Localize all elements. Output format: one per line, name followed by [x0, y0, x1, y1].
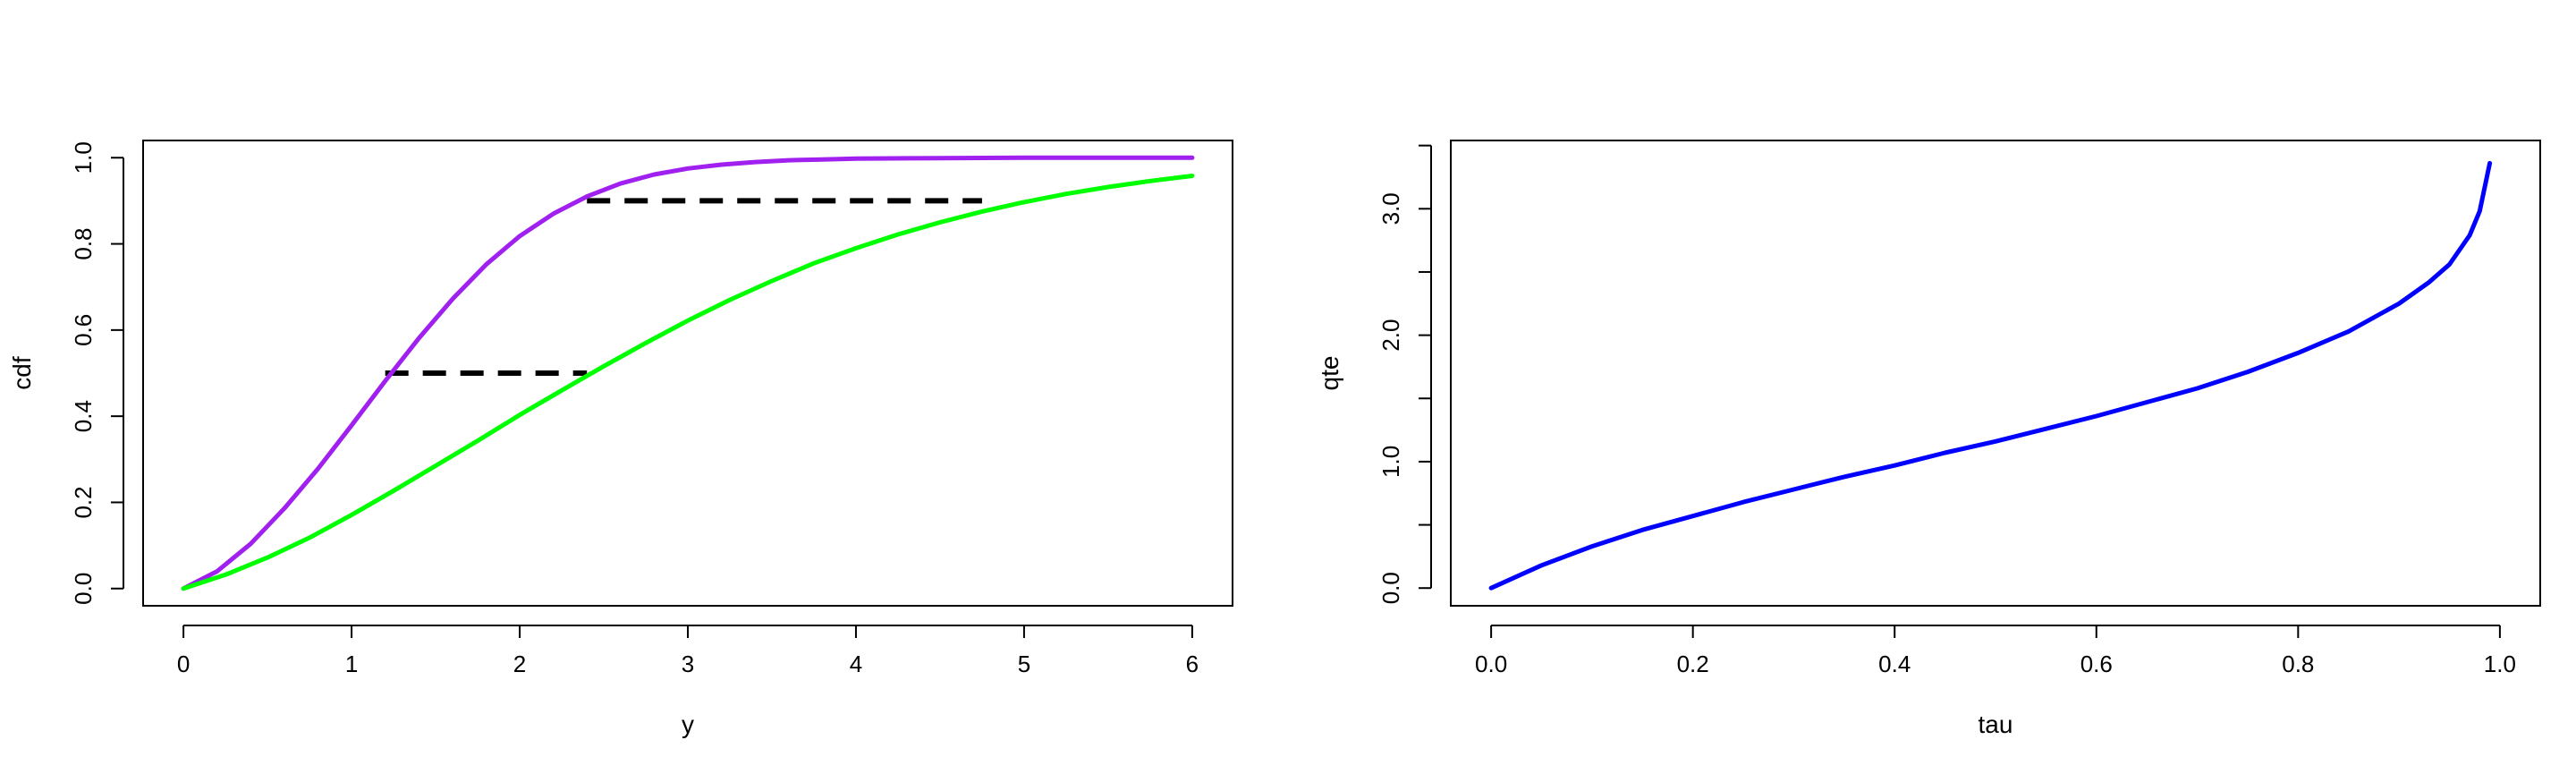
y-tick-label: 2.0	[1377, 319, 1404, 352]
x-tick-label: 0.4	[1878, 651, 1911, 677]
y-tick-label: 0.0	[70, 573, 97, 605]
x-tick-label: 0	[177, 651, 190, 677]
qte-panel: 0.0 0.2 0.4 0.6 0.8 1.0 0.0 1.0 2.0 3.0 tau qte	[1316, 140, 2541, 738]
x-tick-label: 0.6	[2080, 651, 2113, 677]
plot-frame	[142, 140, 1233, 607]
y-tick-label: 0.2	[70, 486, 97, 518]
y-tick-label: 3.0	[1377, 192, 1404, 225]
plot-frame	[1450, 140, 2541, 607]
x-tick-label: 0.8	[2282, 651, 2314, 677]
y-tick-label: 1.0	[70, 141, 97, 174]
y-tick-label: 0.8	[70, 227, 97, 259]
series-line-0	[1488, 160, 2493, 591]
x-tick-label: 1	[345, 651, 358, 677]
x-axis-title: tau	[1979, 710, 2013, 738]
x-tick-label: 6	[1186, 651, 1199, 677]
y-tick-label: 1.0	[1377, 446, 1404, 478]
x-tick-label: 4	[850, 651, 862, 677]
y-axis-title: cdf	[8, 356, 36, 390]
x-tick-label: 2	[513, 651, 526, 677]
y-tick-label: 0.6	[70, 314, 97, 346]
y-tick-label: 0.0	[1377, 572, 1404, 604]
series-line-0	[181, 155, 1195, 591]
x-tick-label: 1.0	[2484, 651, 2516, 677]
x-axis-title: y	[682, 710, 694, 738]
x-tick-label: 5	[1018, 651, 1030, 677]
series-line-1	[181, 174, 1195, 591]
x-tick-label: 0.0	[1475, 651, 1507, 677]
y-tick-label: 0.4	[70, 400, 97, 432]
cdf-panel: 0 1 2 3 4 5 6 0.0 0.2 0.4 0.6 0.8 1.0 y cdf	[8, 140, 1233, 738]
x-tick-label: 0.2	[1677, 651, 1709, 677]
y-axis-title: qte	[1316, 356, 1343, 391]
x-tick-label: 3	[682, 651, 694, 677]
